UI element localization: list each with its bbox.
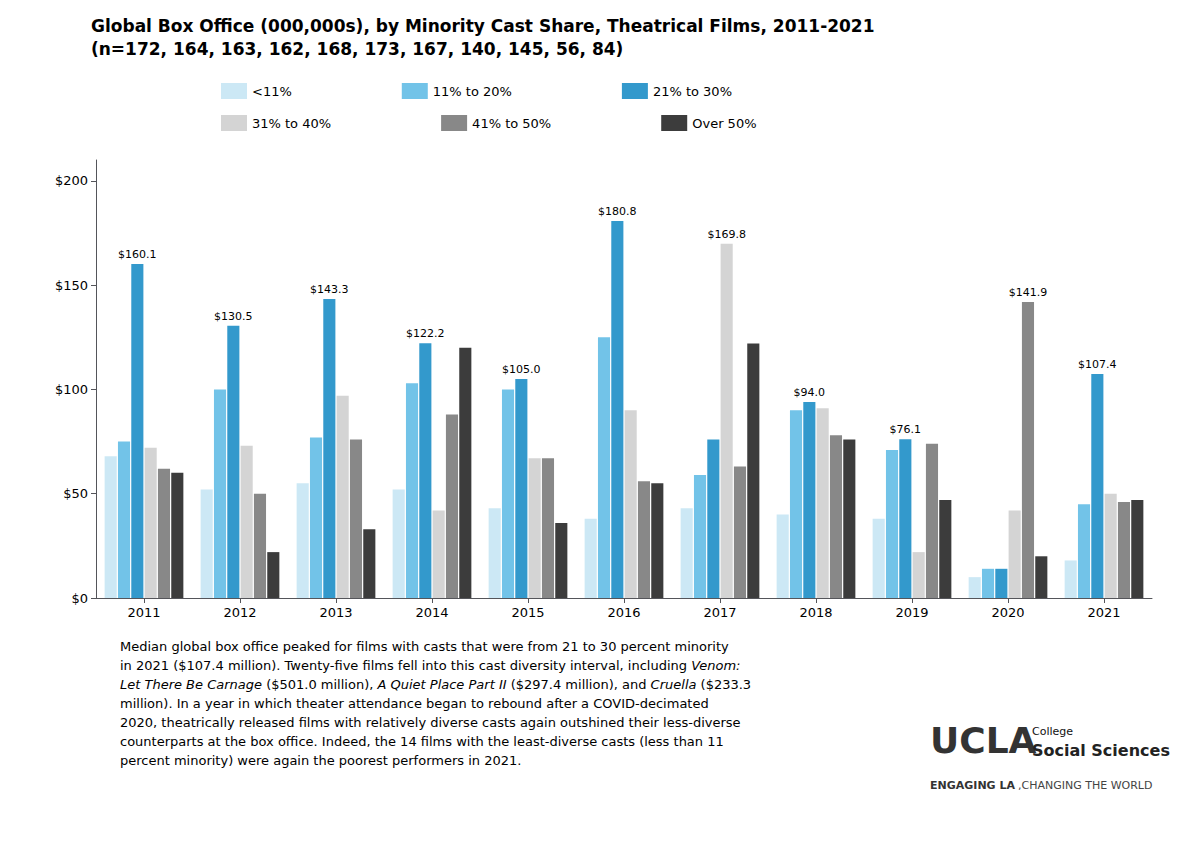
svg-text:2016: 2016	[607, 605, 640, 620]
svg-text:2019: 2019	[895, 605, 928, 620]
svg-text:($297.4 million), and: ($297.4 million), and	[507, 677, 651, 692]
svg-text:Global Box Office (000,000s),: Global Box Office (000,000s), by Minorit…	[91, 16, 875, 36]
svg-text:$169.8: $169.8	[707, 228, 746, 241]
svg-text:College: College	[1032, 725, 1073, 738]
svg-text:$130.5: $130.5	[214, 310, 253, 323]
svg-text:2014: 2014	[415, 605, 448, 620]
svg-text:2011: 2011	[127, 605, 160, 620]
svg-text:($501.0 million),: ($501.0 million),	[262, 677, 377, 692]
svg-text:2012: 2012	[223, 605, 256, 620]
svg-text:2018: 2018	[799, 605, 832, 620]
svg-text:<11%: <11%	[252, 84, 292, 99]
svg-text:Let There Be Carnage: Let There Be Carnage	[120, 677, 262, 692]
svg-text:2013: 2013	[319, 605, 352, 620]
svg-text:$141.9: $141.9	[1009, 286, 1048, 299]
svg-text:Cruella: Cruella	[651, 677, 697, 692]
svg-text:Median global box office peake: Median global box office peaked for film…	[120, 639, 729, 654]
svg-text:2020: 2020	[991, 605, 1024, 620]
svg-text:2015: 2015	[511, 605, 544, 620]
svg-text:$100: $100	[55, 382, 88, 397]
svg-text:in 2021 ($107.4 million). Twen: in 2021 ($107.4 million). Twenty-five fi…	[120, 658, 691, 673]
svg-text:31% to 40%: 31% to 40%	[252, 116, 331, 131]
svg-text:$160.1: $160.1	[118, 248, 157, 261]
svg-text:Social Sciences: Social Sciences	[1032, 741, 1170, 760]
svg-text:11% to 20%: 11% to 20%	[433, 84, 512, 99]
svg-text:($233.3: ($233.3	[696, 677, 751, 692]
svg-text:$180.8: $180.8	[598, 205, 637, 218]
svg-text:41% to 50%: 41% to 50%	[472, 116, 551, 131]
svg-text:$94.0: $94.0	[794, 386, 826, 399]
svg-text:$50: $50	[63, 486, 88, 501]
svg-text:Over 50%: Over 50%	[692, 116, 756, 131]
svg-text:2017: 2017	[703, 605, 736, 620]
svg-text:$0: $0	[71, 591, 88, 606]
svg-text:$200: $200	[55, 173, 88, 188]
svg-text:counterparts at the box office: counterparts at the box office. Indeed, …	[120, 734, 724, 749]
svg-text:ENGAGING LA: ENGAGING LA	[930, 779, 1015, 792]
svg-text:UCLA: UCLA	[930, 720, 1037, 761]
svg-text:$150: $150	[55, 278, 88, 293]
svg-text:million). In a year in which t: million). In a year in which theater att…	[120, 696, 709, 711]
svg-text:$143.3: $143.3	[310, 283, 349, 296]
svg-text:2021: 2021	[1087, 605, 1120, 620]
svg-text:2020, theatrically released fi: 2020, theatrically released films with r…	[120, 715, 741, 730]
svg-text:percent minority) were again t: percent minority) were again the poorest…	[120, 753, 521, 768]
svg-text:,CHANGING THE WORLD: ,CHANGING THE WORLD	[1018, 779, 1152, 792]
svg-text:$76.1: $76.1	[890, 423, 922, 436]
svg-text:$105.0: $105.0	[502, 363, 541, 376]
svg-text:(n=172, 164, 163, 162, 168, 17: (n=172, 164, 163, 162, 168, 173, 167, 14…	[91, 39, 623, 59]
svg-text:Venom:: Venom:	[691, 658, 740, 673]
svg-text:A Quiet Place Part II: A Quiet Place Part II	[376, 677, 506, 692]
svg-text:$107.4: $107.4	[1078, 358, 1117, 371]
svg-text:$122.2: $122.2	[406, 327, 445, 340]
svg-text:21% to 30%: 21% to 30%	[653, 84, 732, 99]
